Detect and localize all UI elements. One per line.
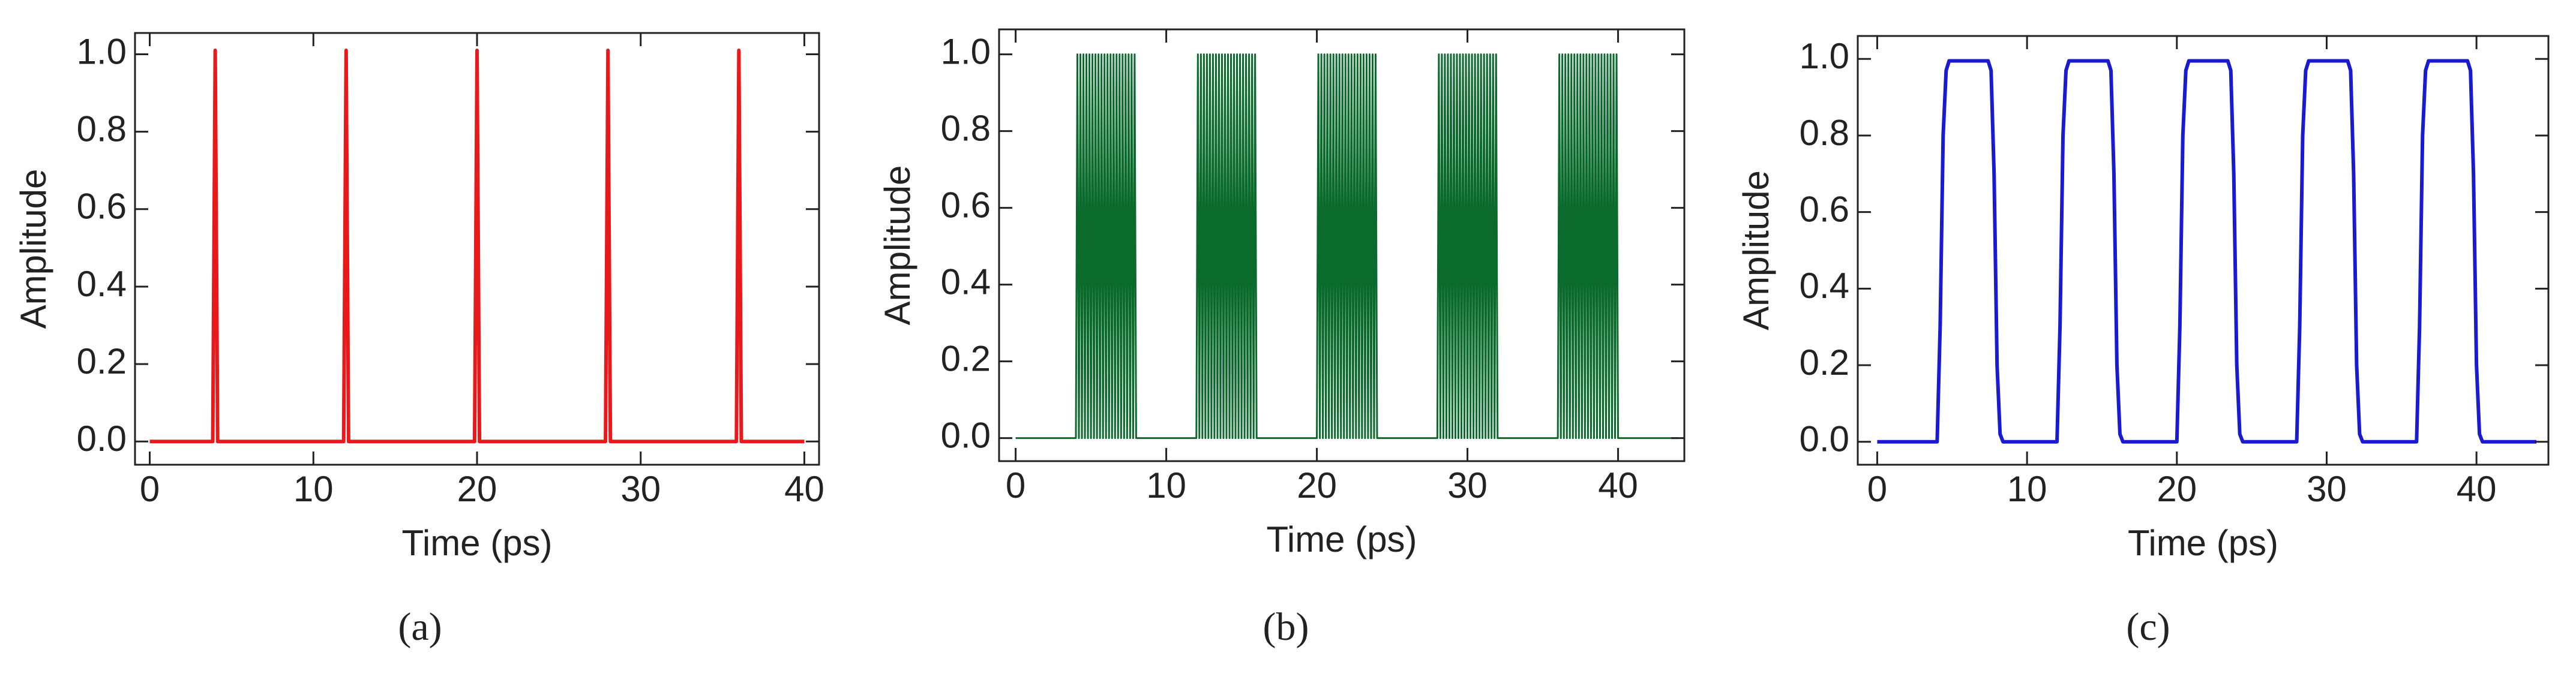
y-tick-label: 0.0	[941, 415, 991, 455]
data-line	[149, 49, 805, 444]
y-tick-label: 0.8	[1800, 113, 1849, 153]
y-tick-label: 0.2	[941, 338, 991, 378]
y-tick-label: 0.6	[1800, 189, 1849, 230]
y-tick-label: 1.0	[941, 31, 991, 71]
plot-frame	[998, 28, 1686, 462]
x-tick-label: 10	[293, 469, 334, 509]
y-tick-label: 0.0	[77, 419, 127, 459]
y-tick-label: 1.0	[77, 31, 127, 71]
x-tick-label: 10	[1146, 465, 1186, 506]
y-axis-label: Amplitude	[877, 166, 917, 326]
x-tick-label: 20	[457, 469, 497, 509]
data-line	[1877, 59, 2537, 444]
x-tick-label: 20	[1297, 465, 1337, 506]
y-axis-label: Amplitude	[13, 169, 53, 329]
x-axis-label: Time (ps)	[1266, 519, 1417, 559]
x-tick-label: 0	[1867, 469, 1887, 509]
panel-caption: (a)	[398, 605, 442, 649]
y-tick-label: 0.2	[1800, 342, 1849, 383]
data-line	[1015, 53, 1678, 440]
y-tick-label: 0.8	[941, 108, 991, 148]
y-tick-label: 0.8	[77, 109, 127, 149]
x-tick-label: 30	[1447, 465, 1488, 506]
x-tick-label: 40	[784, 469, 824, 509]
y-tick-label: 0.0	[1800, 419, 1849, 459]
y-tick-label: 0.4	[941, 261, 991, 302]
x-tick-label: 0	[140, 469, 160, 509]
x-axis-label: Time (ps)	[401, 523, 552, 563]
y-tick-label: 0.4	[1800, 266, 1849, 306]
x-tick-label: 30	[620, 469, 661, 509]
y-tick-label: 1.0	[1800, 36, 1849, 76]
x-axis-label: Time (ps)	[2128, 523, 2278, 563]
y-tick-label: 0.4	[77, 264, 127, 304]
x-tick-label: 30	[2307, 469, 2347, 509]
x-tick-label: 20	[2157, 469, 2197, 509]
x-tick-label: 0	[1006, 465, 1025, 506]
plot-frame	[1857, 35, 2550, 466]
y-tick-label: 0.6	[77, 186, 127, 227]
y-tick-label: 0.6	[941, 185, 991, 225]
y-axis-label: Amplitude	[1736, 170, 1776, 330]
x-tick-label: 10	[2007, 469, 2047, 509]
panel-caption: (b)	[1263, 605, 1309, 649]
x-tick-label: 40	[2457, 469, 2497, 509]
x-tick-label: 40	[1598, 465, 1638, 506]
y-tick-label: 0.2	[77, 341, 127, 381]
panel-caption: (c)	[2126, 605, 2170, 649]
